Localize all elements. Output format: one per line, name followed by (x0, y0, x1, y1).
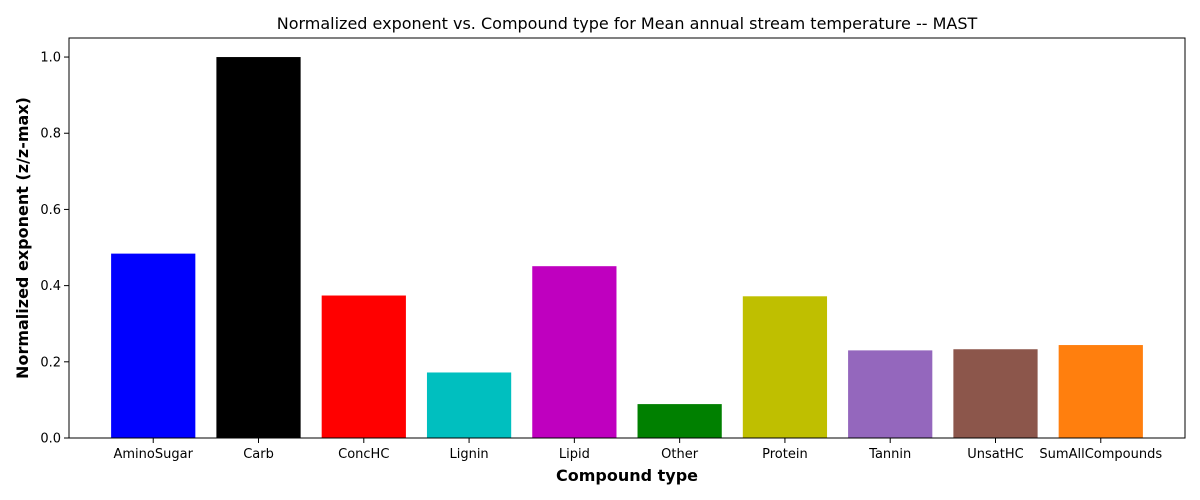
x-tick-label: Lignin (449, 447, 488, 462)
bar-lignin (426, 372, 512, 438)
x-tick-label: Tannin (868, 447, 911, 462)
x-tick-label: Carb (243, 447, 274, 462)
bar-tannin (848, 350, 933, 438)
x-axis-label: Compound type (556, 466, 698, 485)
y-tick-label: 0.6 (40, 203, 61, 218)
y-tick-label: 1.0 (40, 51, 61, 66)
bar-sumallcompounds (1058, 345, 1143, 438)
chart-title: Normalized exponent vs. Compound type fo… (277, 14, 978, 33)
x-tick-label: UnsatHC (967, 447, 1023, 462)
x-tick-label: AminoSugar (114, 447, 194, 462)
plot-frame (68, 37, 1186, 439)
y-tick-label: 0.0 (40, 432, 61, 447)
y-axis: 0.0 0.2 0.4 0.6 0.8 1.0 (40, 51, 69, 447)
x-tick-label: Other (661, 447, 699, 462)
bars-group (111, 57, 1143, 439)
bar-aminosugar (111, 253, 196, 438)
y-tick-label: 0.4 (40, 279, 61, 294)
bar-protein (742, 296, 828, 438)
y-tick-label: 0.2 (40, 355, 61, 370)
bar-carb (216, 57, 301, 439)
x-tick-label: ConcHC (338, 447, 389, 462)
bar-lipid (532, 266, 617, 438)
y-axis-label: Normalized exponent (z/z-max) (13, 97, 32, 379)
bar-unsathc (953, 349, 1038, 438)
y-tick-label: 0.8 (40, 127, 61, 142)
x-tick-label: SumAllCompounds (1039, 447, 1162, 462)
bar-conchc (321, 295, 406, 438)
x-tick-label: Protein (762, 447, 808, 462)
x-tick-label: Lipid (559, 447, 590, 462)
x-axis: AminoSugar Carb ConcHC Lignin Lipid Other Prot… (114, 438, 1162, 462)
bar-other (637, 404, 722, 438)
